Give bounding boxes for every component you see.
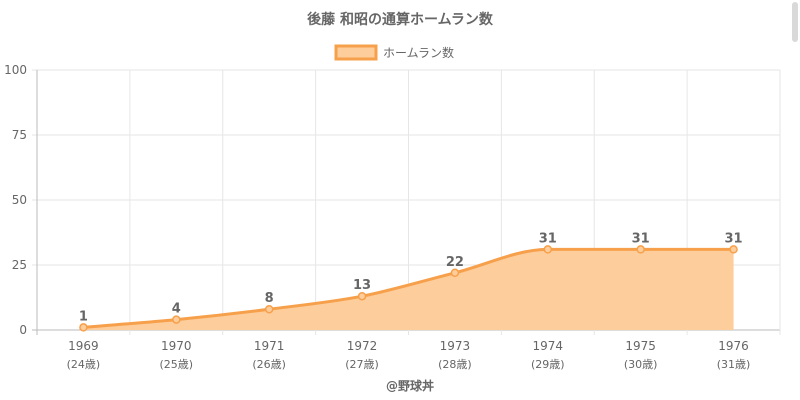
series-area	[83, 249, 734, 330]
data-point	[636, 245, 645, 254]
data-label: 1	[79, 309, 88, 324]
x-tick-sublabel: (27歳)	[345, 358, 379, 371]
x-axis-ticks: 1969 (24歳) 1970 (25歳) 1971 (26歳) 1972 (27歳) 1973…	[67, 339, 751, 371]
data-label: 4	[172, 302, 181, 317]
data-point	[172, 315, 181, 324]
x-tick-sublabel: (31歳)	[717, 358, 751, 371]
y-tick-label: 50	[12, 193, 27, 207]
data-point	[450, 268, 460, 278]
data-label: 22	[446, 255, 464, 270]
x-tick-label: 1975	[625, 339, 656, 353]
x-tick-label: 1971	[254, 339, 285, 353]
x-tick-sublabel: (29歳)	[531, 358, 565, 371]
x-tick-sublabel: (30歳)	[624, 358, 658, 371]
data-point	[264, 304, 274, 314]
data-point	[729, 245, 738, 254]
data-points	[79, 245, 738, 332]
y-tick-label: 25	[12, 258, 27, 272]
data-point	[357, 291, 367, 301]
x-tick-sublabel: (26歳)	[252, 358, 286, 371]
x-tick-sublabel: (25歳)	[160, 358, 194, 371]
x-tick-label: 1976	[718, 339, 749, 353]
legend-swatch	[334, 44, 378, 61]
legend-label: ホームラン数	[383, 45, 454, 60]
credit: @野球丼	[386, 378, 434, 393]
scrollbar[interactable]	[792, 2, 798, 42]
x-tick-label: 1972	[347, 339, 378, 353]
data-label: 8	[265, 291, 274, 306]
data-labels: 1 4 8 13 22 31 31 31	[79, 231, 743, 324]
legend[interactable]: ホームラン数	[334, 44, 454, 61]
x-tick-sublabel: (28歳)	[438, 358, 472, 371]
x-tick-sublabel: (24歳)	[67, 358, 101, 371]
y-axis-ticks: 0 25 50 75 100	[4, 63, 27, 337]
x-tick-label: 1970	[161, 339, 192, 353]
grid	[32, 69, 781, 335]
y-tick-label: 0	[19, 323, 27, 337]
x-tick-label: 1969	[68, 339, 99, 353]
chart-title: 後藤 和昭の通算ホームラン数	[307, 11, 494, 28]
y-tick-label: 100	[4, 63, 27, 77]
data-label: 31	[632, 231, 650, 246]
x-tick-label: 1973	[440, 339, 471, 353]
data-point	[543, 245, 553, 254]
data-label: 13	[353, 278, 371, 293]
y-tick-label: 75	[12, 128, 27, 142]
series-line	[83, 247, 734, 329]
data-point	[79, 323, 88, 332]
data-label: 31	[725, 231, 743, 246]
x-tick-label: 1974	[533, 339, 564, 353]
data-label: 31	[539, 231, 557, 246]
